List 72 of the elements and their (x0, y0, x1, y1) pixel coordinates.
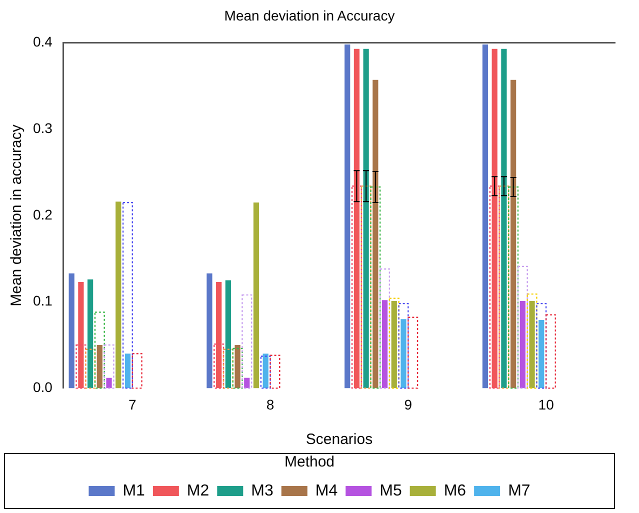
bar (545, 314, 556, 389)
bar (408, 316, 418, 389)
bar (225, 280, 231, 388)
legend-label: M5 (380, 482, 402, 500)
bar (244, 378, 250, 388)
bar (94, 312, 105, 389)
bar (232, 348, 243, 389)
bar (536, 302, 547, 389)
bar (508, 186, 519, 389)
bar (234, 345, 240, 388)
x-axis-title: Scenarios (306, 431, 373, 448)
y-tick-label: 0.1 (32, 292, 53, 309)
y-axis-title: Mean deviation in accuracy (8, 124, 26, 306)
bar (122, 202, 134, 389)
x-tick-label: 8 (266, 396, 274, 412)
legend-title: Method (284, 454, 335, 471)
bar (363, 48, 369, 388)
bar (501, 48, 507, 388)
bar (520, 300, 526, 388)
y-tick-label: 0.2 (32, 206, 53, 222)
bar (489, 186, 500, 389)
bar (216, 282, 222, 388)
bar (526, 293, 538, 389)
bar (360, 186, 372, 389)
bar (538, 320, 544, 388)
bar (260, 356, 271, 389)
bar (68, 273, 74, 388)
legend-label: M4 (315, 482, 338, 500)
bar (262, 354, 268, 388)
bar (370, 186, 381, 389)
bar (242, 294, 252, 389)
bar (132, 353, 142, 389)
bar (398, 302, 409, 389)
bar (380, 268, 390, 389)
legend-label: M3 (251, 482, 274, 500)
legend-label: M2 (186, 482, 210, 500)
bar (372, 80, 378, 388)
bar (253, 202, 260, 388)
y-tick-label: 0.3 (32, 120, 53, 136)
legend-label: M7 (508, 482, 530, 500)
bar (78, 282, 84, 388)
bar (96, 345, 102, 388)
bar (206, 273, 212, 388)
x-tick-label: 10 (538, 396, 554, 412)
bar (498, 186, 510, 389)
bar (388, 298, 400, 389)
bar (124, 354, 131, 388)
bar (482, 44, 488, 388)
bar (510, 80, 516, 388)
bar (492, 48, 498, 388)
bar (222, 348, 234, 389)
bar (400, 319, 406, 388)
legend-label: M1 (122, 482, 146, 500)
bar (351, 186, 362, 389)
legend-label: M6 (444, 482, 466, 500)
bar (85, 348, 96, 389)
y-tick-label: 0.0 (32, 379, 53, 396)
bar (214, 344, 224, 389)
x-tick-label: 9 (404, 396, 412, 412)
x-tick-label: 7 (128, 396, 137, 412)
bar (354, 48, 360, 388)
bar (344, 44, 350, 388)
bar (116, 202, 122, 388)
bar (104, 344, 114, 389)
bar (382, 300, 388, 388)
bar (106, 378, 112, 388)
bar (87, 279, 94, 388)
y-tick-label: 0.4 (32, 34, 53, 50)
bar (76, 344, 86, 389)
bar (517, 266, 528, 389)
chart-title: Mean deviation in Accuracy (224, 7, 395, 24)
bar (270, 354, 280, 389)
